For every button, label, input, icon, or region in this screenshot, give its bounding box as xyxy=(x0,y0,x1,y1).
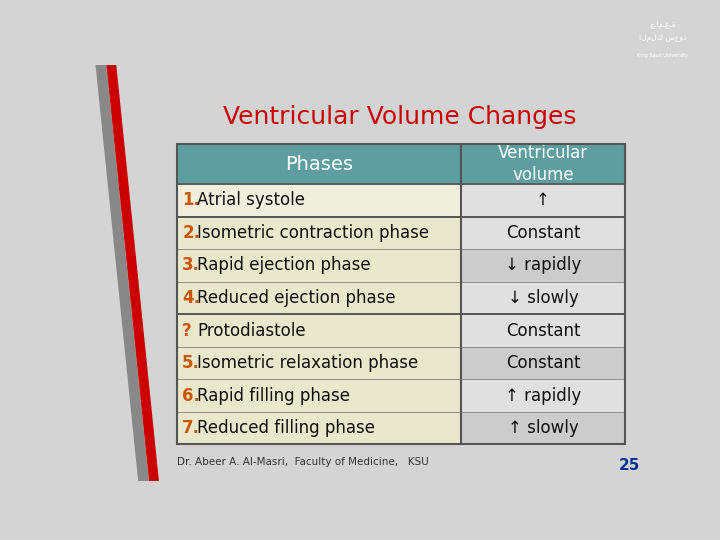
Text: Rapid filling phase: Rapid filling phase xyxy=(197,387,350,404)
Text: 5.: 5. xyxy=(182,354,200,372)
Text: Ventricular
volume: Ventricular volume xyxy=(498,144,588,184)
Text: 3.: 3. xyxy=(182,256,200,274)
Text: ↑ rapidly: ↑ rapidly xyxy=(505,387,581,404)
Text: 2.: 2. xyxy=(182,224,200,242)
Bar xyxy=(177,249,462,282)
Bar xyxy=(462,249,625,282)
Bar xyxy=(177,412,462,444)
Text: 4.: 4. xyxy=(182,289,200,307)
Text: ↓ rapidly: ↓ rapidly xyxy=(505,256,581,274)
Text: Reduced filling phase: Reduced filling phase xyxy=(197,419,375,437)
Text: King Saud University: King Saud University xyxy=(637,53,688,58)
Text: Reduced ejection phase: Reduced ejection phase xyxy=(197,289,395,307)
Bar xyxy=(177,144,462,184)
Bar xyxy=(462,412,625,444)
Text: Phases: Phases xyxy=(285,154,353,174)
Bar xyxy=(462,184,625,217)
Bar xyxy=(177,379,462,412)
Polygon shape xyxy=(96,65,148,481)
Text: 1.: 1. xyxy=(182,191,200,210)
Bar xyxy=(177,217,625,314)
Bar xyxy=(462,314,625,347)
Text: Constant: Constant xyxy=(505,321,580,340)
Text: Constant: Constant xyxy=(505,224,580,242)
Text: جـامـعـة: جـامـعـة xyxy=(649,20,676,29)
Text: 25: 25 xyxy=(619,458,640,472)
Text: ↓ slowly: ↓ slowly xyxy=(508,289,578,307)
Bar xyxy=(462,379,625,412)
Bar xyxy=(177,184,625,217)
Bar xyxy=(462,347,625,379)
Bar xyxy=(177,282,462,314)
Bar xyxy=(462,144,625,184)
Bar xyxy=(462,217,625,249)
Bar xyxy=(177,184,462,217)
Bar xyxy=(177,314,625,444)
Text: Rapid ejection phase: Rapid ejection phase xyxy=(197,256,371,274)
Text: Isometric contraction phase: Isometric contraction phase xyxy=(197,224,429,242)
Text: Ventricular Volume Changes: Ventricular Volume Changes xyxy=(223,105,577,129)
Bar xyxy=(462,282,625,314)
Bar xyxy=(177,144,625,444)
Polygon shape xyxy=(107,65,158,481)
Text: 6.: 6. xyxy=(182,387,200,404)
Text: Dr. Abeer A. Al-Masri,  Faculty of Medicine,   KSU: Dr. Abeer A. Al-Masri, Faculty of Medici… xyxy=(177,457,428,467)
Bar xyxy=(177,314,462,347)
Bar xyxy=(177,217,462,249)
Text: Protodiastole: Protodiastole xyxy=(197,321,305,340)
Text: 7.: 7. xyxy=(182,419,200,437)
Text: الملك سعود: الملك سعود xyxy=(639,33,686,42)
Text: ?: ? xyxy=(182,321,192,340)
Text: Atrial systole: Atrial systole xyxy=(197,191,305,210)
Text: ↑ slowly: ↑ slowly xyxy=(508,419,578,437)
Text: Isometric relaxation phase: Isometric relaxation phase xyxy=(197,354,418,372)
Bar xyxy=(177,347,462,379)
Text: ↑: ↑ xyxy=(536,191,550,210)
Text: Constant: Constant xyxy=(505,354,580,372)
